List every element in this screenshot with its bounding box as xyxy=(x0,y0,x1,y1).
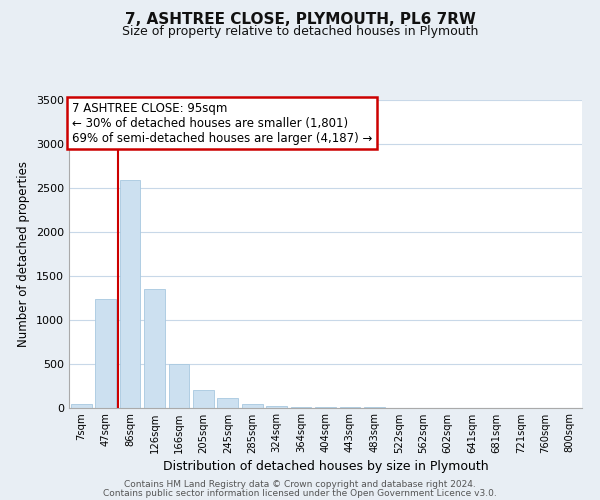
Y-axis label: Number of detached properties: Number of detached properties xyxy=(17,161,31,347)
Text: Contains HM Land Registry data © Crown copyright and database right 2024.: Contains HM Land Registry data © Crown c… xyxy=(124,480,476,489)
Bar xyxy=(217,398,238,407)
Bar xyxy=(144,289,165,408)
Bar xyxy=(242,404,263,407)
Text: 7, ASHTREE CLOSE, PLYMOUTH, PL6 7RW: 7, ASHTREE CLOSE, PLYMOUTH, PL6 7RW xyxy=(125,12,475,28)
Text: Contains public sector information licensed under the Open Government Licence v3: Contains public sector information licen… xyxy=(103,489,497,498)
Text: 7 ASHTREE CLOSE: 95sqm
← 30% of detached houses are smaller (1,801)
69% of semi-: 7 ASHTREE CLOSE: 95sqm ← 30% of detached… xyxy=(71,102,372,144)
Bar xyxy=(71,404,92,407)
Text: Size of property relative to detached houses in Plymouth: Size of property relative to detached ho… xyxy=(122,25,478,38)
Bar xyxy=(95,300,116,408)
Bar xyxy=(119,180,140,408)
X-axis label: Distribution of detached houses by size in Plymouth: Distribution of detached houses by size … xyxy=(163,460,488,472)
Bar xyxy=(169,364,190,408)
Bar xyxy=(266,406,287,407)
Bar xyxy=(290,406,311,408)
Bar xyxy=(193,390,214,407)
